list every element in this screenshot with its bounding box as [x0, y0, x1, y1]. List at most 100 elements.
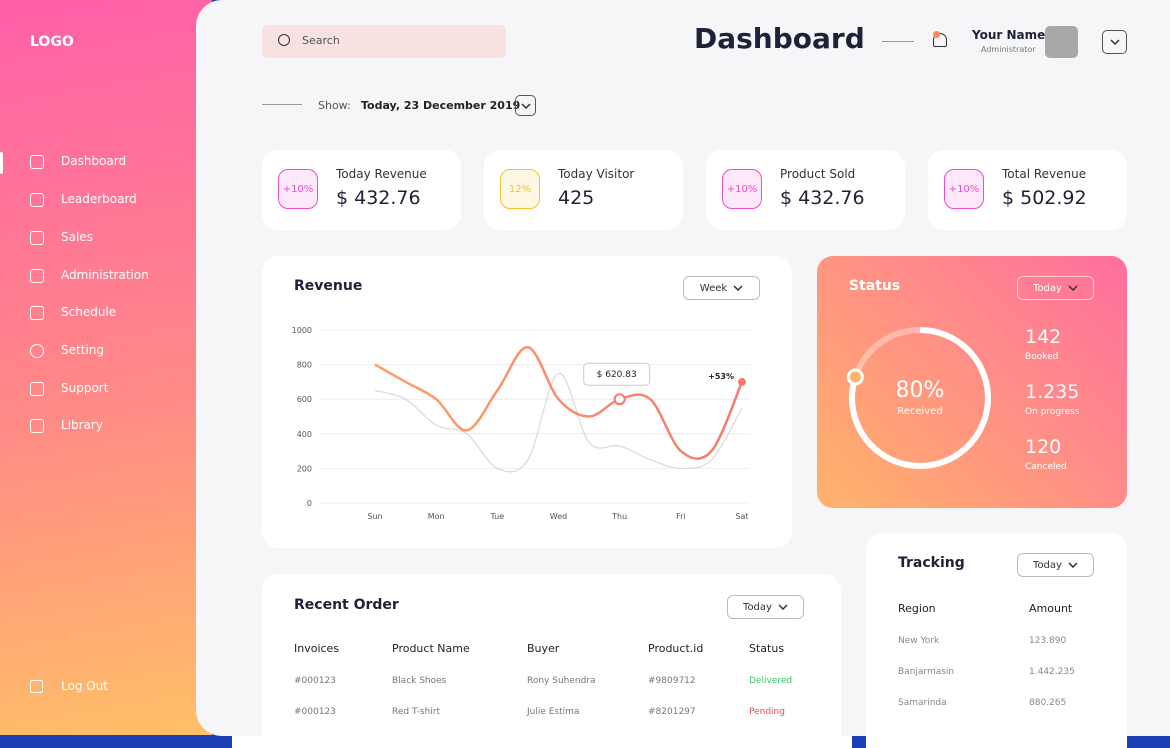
menu-item[interactable]: Dashboard: [61, 154, 127, 168]
menu-icon: [30, 344, 44, 358]
active-indicator: [0, 152, 3, 174]
status-label: Booked: [1025, 352, 1059, 362]
menu-item[interactable]: Sales: [61, 230, 93, 244]
tooltip-text: $ 620.83: [597, 370, 637, 380]
point-marker: [738, 377, 746, 386]
y-tick-label: 400: [297, 430, 312, 439]
menu-item[interactable]: Leaderboard: [61, 192, 137, 206]
tooltip-box: [583, 362, 651, 386]
chevron-path: [1068, 285, 1078, 291]
status-value: 120: [1025, 436, 1062, 458]
user-name: Your Name: [972, 28, 1046, 42]
chevron: [733, 285, 743, 291]
x-tick-label: Sat: [735, 512, 748, 521]
table-cell: #000123: [294, 676, 336, 686]
x-tick-label: Wed: [550, 512, 567, 521]
search-icon: [278, 34, 290, 46]
point-marker: [613, 393, 626, 406]
stat-label: Total Revenue: [1002, 167, 1087, 181]
menu-icon: [30, 231, 44, 245]
search-placeholder: Search: [302, 34, 340, 47]
date-dropdown[interactable]: [515, 95, 536, 116]
status-title: Status: [849, 278, 901, 294]
menu-icon: [30, 382, 44, 396]
stat-card: +10% Today Revenue $ 432.76: [262, 150, 461, 230]
stat-value: $ 432.76: [780, 187, 865, 209]
search-box[interactable]: Search: [262, 25, 506, 58]
donut-arc: [849, 327, 991, 469]
revenue-line: [374, 346, 744, 460]
chevron-path: [1110, 39, 1120, 45]
logout[interactable]: Log Out: [61, 679, 109, 693]
table-header: Amount: [1029, 602, 1073, 615]
menu-icon: [30, 419, 44, 433]
dropdown-label: Today: [1033, 559, 1062, 571]
donut-knob: [846, 368, 864, 386]
y-tick-label: 0: [307, 499, 312, 508]
chevron-path: [521, 103, 531, 109]
dropdown-label: Today: [743, 601, 772, 613]
orders-card: Recent Order Today Invoices #000123 #000123 P…: [262, 574, 841, 748]
bell[interactable]: [933, 33, 947, 47]
table-cell: Red T-shirt: [392, 707, 441, 717]
change-label: +53%: [708, 372, 734, 381]
divider: [882, 41, 914, 42]
stat-label: Today Revenue: [336, 167, 427, 181]
status-dropdown[interactable]: Today: [1017, 276, 1094, 300]
status-value: 142: [1025, 326, 1062, 348]
table-cell: Banjarmasin: [898, 667, 955, 677]
sidebar: [0, 0, 212, 735]
revenue-title: Revenue: [294, 278, 363, 294]
chevron: [1110, 39, 1120, 45]
table-cell: New York: [898, 636, 940, 646]
status-card: Status Today 80% Received 142 Booked 1.235 On p…: [817, 256, 1127, 508]
table-cell: #9809712: [648, 676, 696, 686]
stat-card: 12% Today Visitor 425: [484, 150, 683, 230]
status-label: On progress: [1025, 407, 1080, 417]
tracking-card: Tracking Today Region New York Banjarmasin Sa…: [866, 533, 1127, 748]
chevron: [521, 103, 531, 109]
status-value: 1.235: [1025, 381, 1080, 403]
menu-item[interactable]: Library: [61, 418, 103, 432]
menu-item[interactable]: Schedule: [61, 305, 117, 319]
show-date: Today, 23 December 2019: [361, 99, 521, 112]
logout-icon: [30, 680, 43, 693]
week-dropdown[interactable]: Week: [683, 276, 760, 300]
menu-icon: [30, 306, 44, 320]
y-tick-label: 600: [297, 395, 312, 404]
status-label: Canceled: [1025, 462, 1067, 472]
chevron-path: [1068, 562, 1078, 568]
menu-item[interactable]: Administration: [61, 268, 149, 282]
revenue-chart: 0 200 400 600 800 1000 Sun Mon Tue Wed Thu Fri Sat $ …: [292, 326, 750, 521]
y-tick-label: 800: [297, 361, 312, 370]
table-header: Product.id: [648, 642, 704, 655]
table-header: Product Name: [392, 642, 470, 655]
orders-dropdown[interactable]: Today: [727, 595, 804, 619]
received-label: Received: [897, 406, 943, 417]
y-tick-label: 1000: [292, 326, 312, 335]
header-dropdown[interactable]: [1102, 30, 1127, 54]
page-title: Dashboard: [694, 22, 865, 55]
chevron-path: [733, 285, 743, 291]
x-tick-label: Tue: [489, 512, 504, 521]
table-header: Region: [898, 602, 936, 615]
x-tick-label: Mon: [428, 512, 445, 521]
bell-dot: [933, 31, 940, 38]
tracking-dropdown[interactable]: Today: [1017, 553, 1094, 577]
table-header: Buyer: [527, 642, 560, 655]
avatar[interactable]: [1045, 26, 1078, 58]
stat-badge: +10%: [944, 169, 984, 209]
stat-badge: +10%: [722, 169, 762, 209]
stat-value: 425: [558, 187, 595, 209]
menu-item[interactable]: Support: [61, 381, 109, 395]
table-header: Invoices: [294, 642, 340, 655]
stat-badge: +10%: [278, 169, 318, 209]
menu-icon: [30, 269, 44, 283]
menu-item[interactable]: Setting: [61, 343, 104, 357]
stat-value: $ 502.92: [1002, 187, 1087, 209]
stat-card: +10% Total Revenue $ 502.92: [928, 150, 1127, 230]
dropdown-label: Week: [699, 282, 728, 294]
show-divider: [262, 104, 302, 105]
logo: LOGO: [30, 34, 74, 50]
